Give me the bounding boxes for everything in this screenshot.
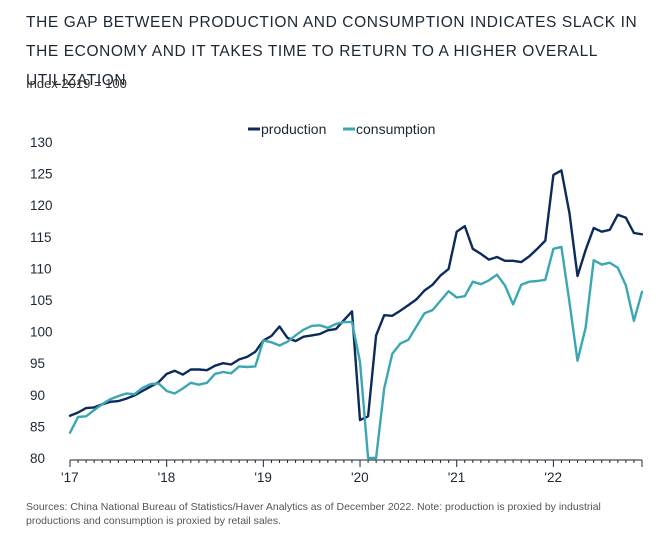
y-tick-label: 95 [30,356,45,371]
y-tick-label: 90 [30,388,45,403]
series-line-consumption [68,245,644,460]
y-tick-label: 120 [30,198,53,213]
legend-label-production: production [261,121,326,137]
chart-title: THE GAP BETWEEN PRODUCTION AND CONSUMPTI… [26,14,638,89]
y-tick-label: 105 [30,293,53,308]
y-tick-label: 85 [30,419,45,434]
x-tick-label: '19 [254,470,272,485]
y-tick-label: 110 [30,261,52,276]
x-tick-label: '22 [544,470,562,485]
x-tick-label: '21 [448,470,466,485]
y-tick-label: 115 [30,230,52,245]
legend-label-consumption: consumption [356,121,435,137]
x-tick-label: '20 [351,470,369,485]
x-tick-label: '17 [61,470,79,485]
y-tick-label: 80 [30,451,45,466]
y-tick-label: 125 [30,167,53,182]
source-footnote: Sources: China National Bureau of Statis… [26,501,601,527]
y-tick-label: 130 [30,135,53,150]
x-tick-label: '18 [158,470,176,485]
chart-legend: production consumption [248,121,435,137]
y-tick-label: 100 [30,325,53,340]
y-axis-unit-label: Index 2019 = 100 [26,76,127,91]
series-line-production [68,169,644,422]
